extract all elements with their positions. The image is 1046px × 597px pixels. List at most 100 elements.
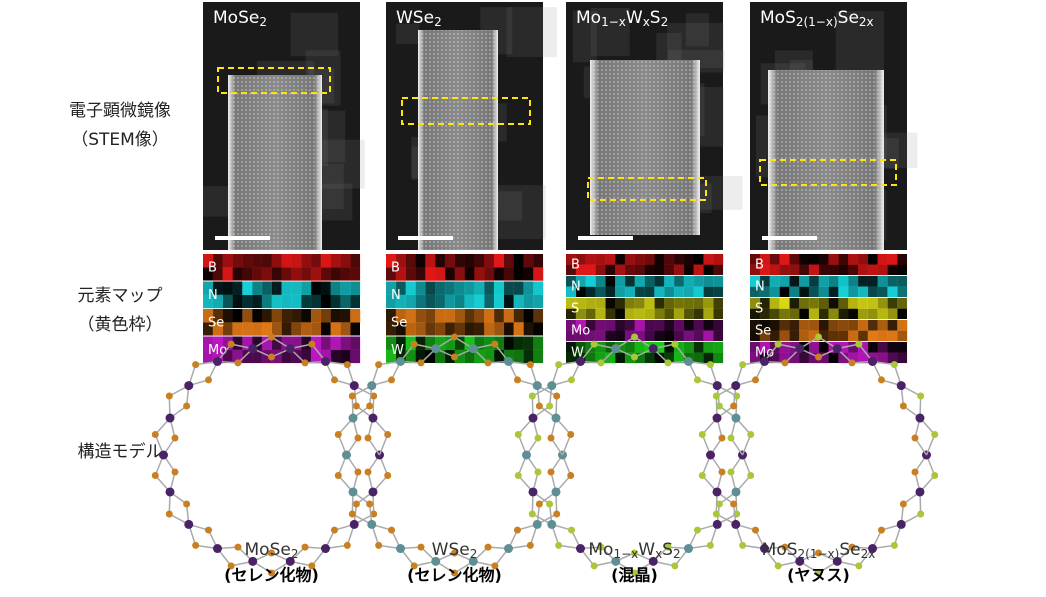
map-pixel bbox=[703, 264, 714, 276]
map-pixel bbox=[395, 309, 406, 323]
map-pixel bbox=[301, 281, 312, 296]
map-label: Mo bbox=[571, 324, 590, 339]
name-part: 1−x bbox=[613, 547, 638, 561]
map-pixel bbox=[212, 349, 223, 364]
map-pixel bbox=[818, 352, 829, 364]
map-pixel bbox=[644, 264, 655, 276]
metal-atom bbox=[349, 519, 359, 529]
map-pixel bbox=[779, 330, 790, 342]
chalcogen-atom bbox=[877, 526, 885, 534]
map-pixel bbox=[654, 286, 665, 298]
map-pixel bbox=[320, 349, 331, 364]
metal-atom bbox=[795, 344, 805, 354]
map-pixel bbox=[867, 276, 878, 287]
map-pixel bbox=[203, 254, 214, 268]
map-pixel bbox=[203, 267, 214, 281]
map-pixel bbox=[454, 254, 465, 268]
chalcogen-atom bbox=[664, 359, 672, 367]
map-pixel bbox=[301, 267, 312, 281]
map-pixel bbox=[301, 322, 312, 336]
map-pixel bbox=[624, 342, 635, 353]
map-pixel bbox=[330, 294, 341, 309]
map-pixel bbox=[585, 276, 596, 287]
map-pixel bbox=[212, 254, 223, 268]
map-pixel bbox=[693, 276, 704, 287]
map-pixel bbox=[513, 349, 524, 364]
name-part: MoS bbox=[762, 540, 798, 560]
map-pixel bbox=[605, 352, 616, 364]
map-pixel bbox=[464, 294, 475, 309]
map-pixel bbox=[395, 336, 406, 351]
chalcogen-atom bbox=[590, 562, 598, 570]
map-pixel bbox=[703, 298, 714, 309]
chalcogen-atom bbox=[514, 471, 522, 479]
title-part: 2 bbox=[434, 15, 442, 29]
map-pixel bbox=[493, 294, 505, 309]
chalcogen-atom bbox=[388, 376, 396, 384]
map-pixel bbox=[330, 336, 341, 351]
map-pixel bbox=[818, 320, 829, 331]
map-pixel bbox=[523, 267, 534, 281]
chalcogen-atom bbox=[171, 468, 179, 476]
scale-bar bbox=[215, 236, 270, 240]
metal-atom bbox=[868, 544, 877, 554]
map-pixel bbox=[595, 330, 606, 342]
map-pixel bbox=[624, 276, 635, 287]
bond bbox=[741, 434, 752, 456]
map-pixel bbox=[867, 298, 878, 309]
bond bbox=[561, 434, 572, 456]
map-pixel bbox=[673, 286, 685, 298]
chalcogen-atom bbox=[343, 541, 351, 549]
map-pixel bbox=[252, 281, 263, 296]
chalcogen-atom bbox=[911, 468, 919, 476]
chalcogen-atom bbox=[568, 376, 576, 384]
chalcogen-atom bbox=[352, 402, 360, 410]
metal-atom bbox=[248, 556, 258, 566]
map-pixel bbox=[808, 342, 819, 353]
map-pixel bbox=[615, 352, 626, 364]
map-pixel bbox=[595, 264, 606, 276]
map-pixel bbox=[212, 322, 223, 336]
map-pixel bbox=[301, 254, 312, 268]
map-pixel bbox=[503, 309, 514, 323]
name-part: MoSe bbox=[245, 540, 291, 560]
map-pixel bbox=[310, 322, 322, 336]
metal-atom bbox=[576, 544, 585, 554]
metal-atom bbox=[348, 413, 358, 423]
map-pixel bbox=[828, 254, 839, 265]
map-pixel bbox=[435, 267, 446, 281]
chalcogen-atom bbox=[718, 434, 726, 442]
map-pixel bbox=[848, 254, 859, 265]
map-pixel bbox=[291, 267, 302, 281]
map-pixel bbox=[320, 267, 331, 281]
metal-atom bbox=[165, 487, 175, 497]
map-pixel bbox=[809, 254, 819, 265]
chalcogen-atom bbox=[747, 471, 755, 479]
chalcogen-atom bbox=[781, 359, 789, 367]
map-pixel bbox=[271, 309, 282, 323]
map-pixel bbox=[857, 330, 869, 342]
map-pixel bbox=[789, 276, 800, 287]
map-pixel bbox=[779, 254, 790, 265]
map-pixel bbox=[693, 342, 704, 353]
map-label: Mo bbox=[755, 346, 774, 361]
metal-atom bbox=[431, 556, 441, 566]
map-pixel bbox=[585, 298, 596, 309]
chalcogen-atom bbox=[567, 431, 575, 439]
haze bbox=[396, 23, 420, 45]
map-pixel bbox=[644, 320, 655, 331]
chalcogen-atom bbox=[698, 471, 706, 479]
chalcogen-atom bbox=[192, 541, 200, 549]
map-pixel bbox=[232, 254, 243, 268]
map-pixel bbox=[664, 342, 675, 353]
map-pixel bbox=[624, 286, 635, 298]
map-pixel bbox=[301, 336, 312, 351]
chalcogen-atom bbox=[917, 510, 925, 518]
map-pixel bbox=[779, 308, 790, 320]
map-pixel bbox=[644, 286, 655, 298]
map-pixel bbox=[897, 286, 908, 298]
map-pixel bbox=[654, 298, 665, 309]
row-label: （黄色枠） bbox=[78, 315, 163, 335]
metal-atom bbox=[528, 487, 538, 497]
chalcogen-atom bbox=[747, 431, 755, 439]
